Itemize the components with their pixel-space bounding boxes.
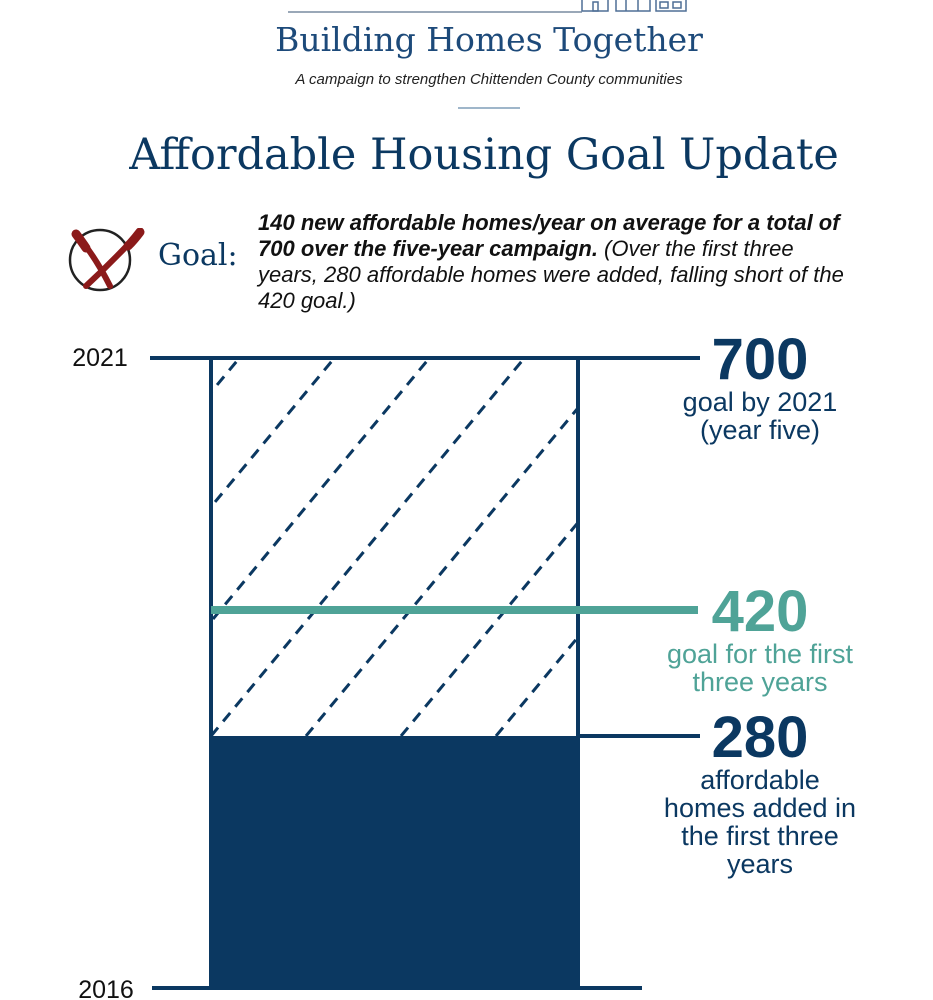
hatch-line: [213, 360, 240, 393]
missed-goal-x-icon: [68, 228, 145, 292]
hatch-line: [876, 338, 933, 736]
hatch-line: [0, 338, 161, 736]
hatch-line: [304, 408, 576, 736]
goal-420-label-line: goal for the first: [667, 639, 854, 669]
achieved-280-label-line: years: [727, 849, 793, 879]
goal-statement-rest: (Over the first three years, 280 afforda…: [258, 236, 844, 313]
goal-label: Goal:: [158, 238, 238, 273]
y-label-2021: 2021: [72, 344, 128, 372]
hatch-line: [0, 338, 66, 736]
page-title: Affordable Housing Goal Update: [129, 130, 839, 180]
header-rule: [288, 11, 582, 13]
header-divider: [458, 107, 520, 109]
goal-700-label-line: goal by 2021: [683, 387, 838, 417]
goal-statement: 140 new affordable homes/year on average…: [258, 210, 858, 314]
remaining-goal-hatch: [0, 338, 933, 736]
brand-title: Building Homes Together: [275, 20, 703, 59]
bar-achieved-280: [211, 736, 578, 988]
goal-statement-bold: 140 new affordable homes/year on average…: [258, 210, 840, 261]
achieved-280-label-line: affordable: [700, 765, 820, 795]
goal-700-label-line: (year five): [700, 415, 820, 445]
achieved-280-label-line: the first three: [681, 821, 839, 851]
hatch-line: [213, 360, 525, 736]
goal-420-label-line: three years: [692, 667, 827, 697]
achieved-280-value: 280: [712, 705, 809, 770]
hatch-line: [494, 637, 576, 736]
y-label-2016: 2016: [78, 976, 134, 1000]
goal-420-value: 420: [712, 579, 809, 644]
houses-icon: [581, 0, 687, 12]
hatch-line: [213, 360, 430, 622]
hatch-line: [399, 522, 576, 736]
hatch-line: [213, 360, 335, 507]
goal-700-value: 700: [712, 327, 809, 392]
brand-tagline: A campaign to strengthen Chittenden Coun…: [295, 71, 683, 88]
achieved-280-label-line: homes added in: [664, 793, 856, 823]
